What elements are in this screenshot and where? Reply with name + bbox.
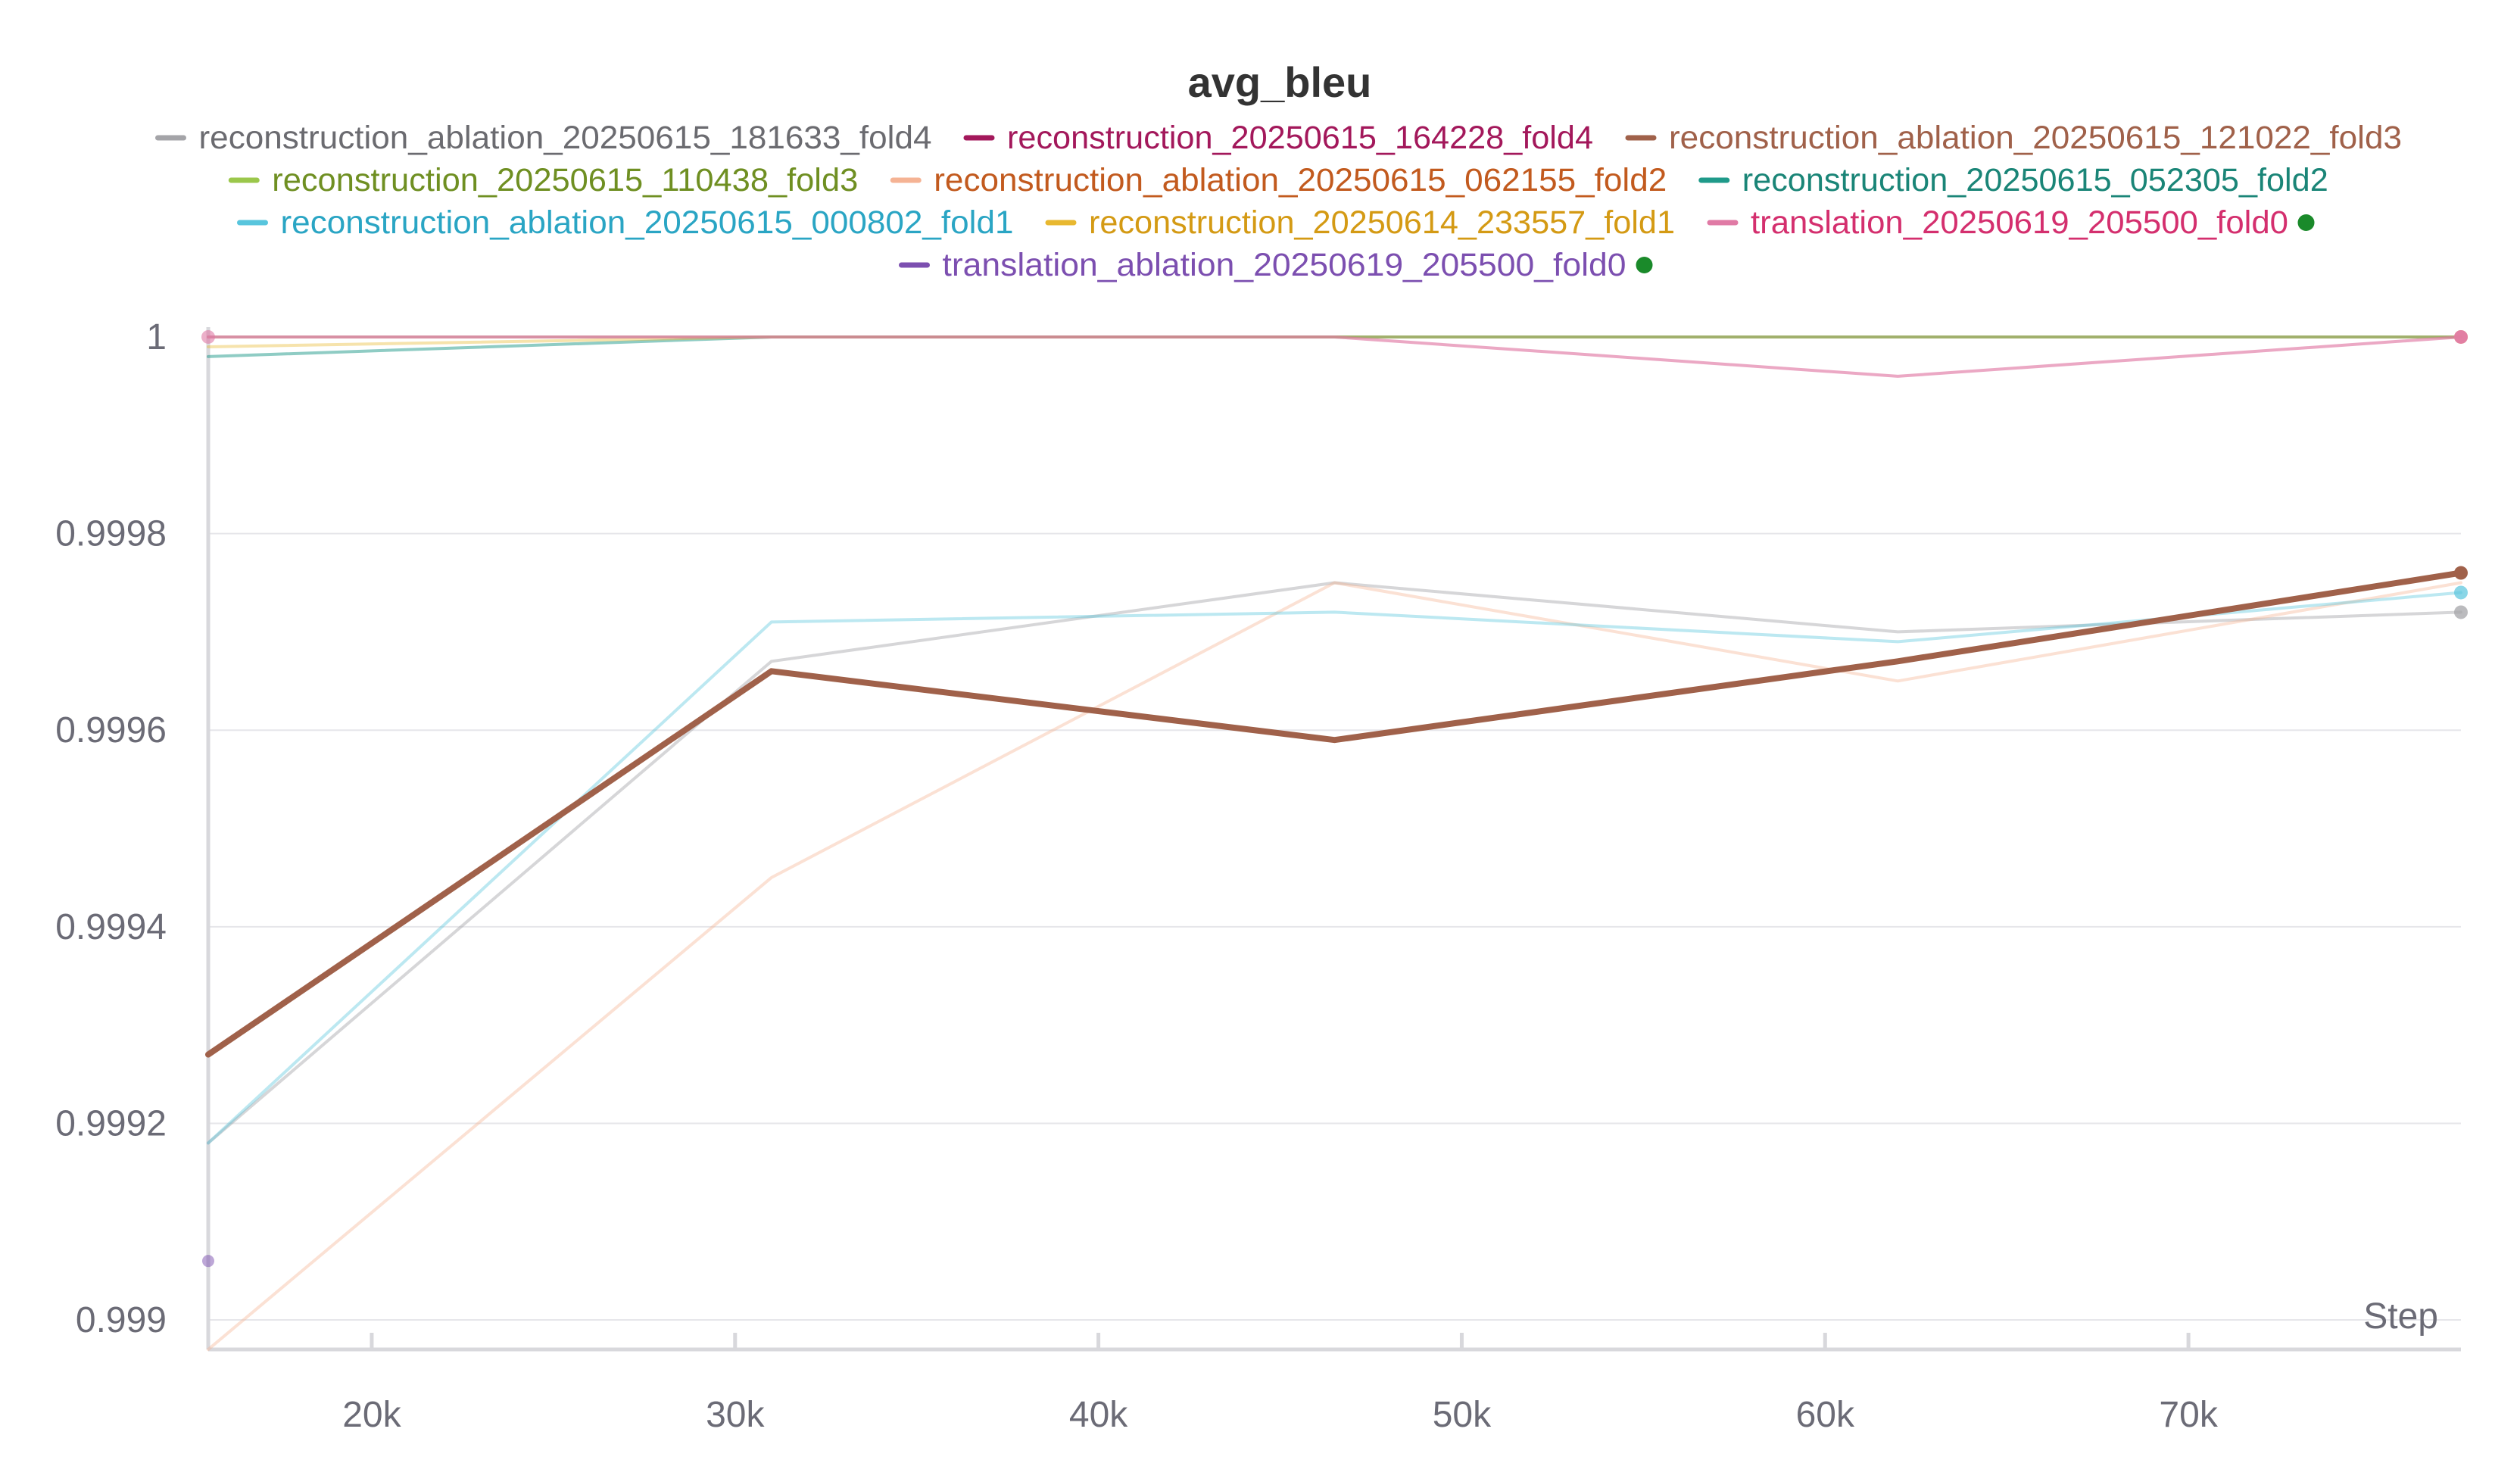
chart-title: avg_bleu [1188,58,1372,106]
series-line [207,335,2462,378]
legend-label: reconstruction_ablation_20250615_181633_… [199,120,932,156]
status-dot-icon [2297,214,2315,231]
legend: reconstruction_ablation_20250615_181633_… [155,120,2402,283]
y-tick-label: 0.9996 [55,710,167,750]
status-dot-icon [1636,257,1653,273]
legend-label: translation_ablation_20250619_205500_fol… [943,247,1626,283]
series-lines [205,335,2464,1351]
y-tick-label: 0.9994 [55,907,167,947]
legend-label: reconstruction_20250614_233557_fold1 [1089,204,1675,241]
x-tick-label: 50k [1433,1395,1492,1435]
legend-label: reconstruction_20250615_052305_fold2 [1742,162,2328,198]
series-line [207,581,2462,1145]
y-tick-label: 0.9998 [55,514,167,554]
y-tick-label: 0.999 [76,1300,167,1340]
legend-label: reconstruction_ablation_20250615_000802_… [281,204,1014,241]
legend-label: translation_20250619_205500_fold0 [1751,204,2288,241]
axes: 1 0.9998 0.9996 0.9994 0.9992 0.999 20k 30k 40k 5… [55,317,2461,1435]
legend-label: reconstruction_20250615_110438_fold3 [272,162,858,198]
x-tick-label: 20k [342,1395,401,1435]
y-tick-label: 0.9992 [55,1103,167,1143]
legend-label: reconstruction_ablation_20250615_121022_… [1669,120,2402,156]
series-end-point [2454,585,2468,600]
x-axis-label: Step [2363,1296,2438,1337]
series-markers [201,329,2468,1268]
x-tick-label: 30k [706,1395,765,1435]
series-end-point [2454,329,2468,344]
x-tick-label: 60k [1796,1395,1855,1435]
legend-label: reconstruction_ablation_20250615_062155_… [934,162,1667,198]
y-tick-label: 1 [146,317,167,357]
series-start-point [201,329,215,344]
legend-label: reconstruction_20250615_164228_fold4 [1007,120,1593,156]
x-tick-label: 70k [2159,1395,2218,1435]
series-line [205,569,2464,1058]
series-line [207,581,2462,1351]
series-point [202,1255,214,1268]
x-tick-label: 40k [1069,1395,1128,1435]
series-end-point [2454,566,2468,580]
series-line [207,591,2462,1145]
series-end-point [2454,605,2468,619]
